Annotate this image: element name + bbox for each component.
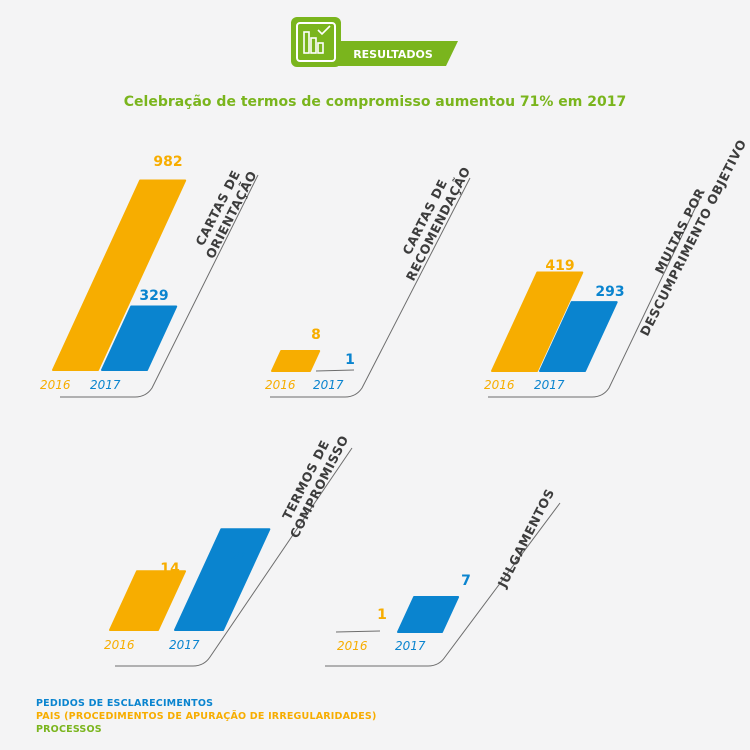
panel-frame-line (60, 174, 259, 398)
chart-panel-4: 14 2016 24 2017 TERMOS DECOMPROMISSO (104, 426, 353, 667)
value-label-2016: 14 (160, 561, 180, 577)
value-label-2016: 419 (545, 258, 574, 274)
panel-title: CARTAS DEORIENTAÇÃO (189, 161, 260, 261)
year-label-2016: 2016 (337, 639, 368, 653)
chart-panel-3: 419 2016 293 2017 MULTAS PORDESCUMPRIMENTO O… (484, 130, 749, 398)
bar-2017 (101, 305, 178, 371)
bar-2016 (271, 350, 321, 372)
legend-item-pedidos: PEDIDOS DE ESCLARECIMENTOS (36, 698, 214, 709)
bar-2017 (315, 369, 355, 372)
bar-2017 (397, 596, 460, 633)
value-label-2017: 329 (139, 288, 168, 304)
panel-title: JULGAMENTOS (494, 486, 557, 591)
bar-2017 (174, 528, 271, 631)
bar-2016 (109, 570, 187, 631)
value-label-2016: 1 (377, 607, 387, 623)
panel-title-line: JULGAMENTOS (494, 486, 557, 591)
chart-panel-1: 982 2016 329 2017 CARTAS DEORIENTAÇÃO (40, 154, 260, 398)
bar-2017 (539, 301, 618, 372)
year-label-2017: 2017 (534, 378, 565, 392)
chart-panel-5: 1 2016 7 2017 JULGAMENTOS (325, 486, 561, 667)
panel-title: TERMOS DECOMPROMISSO (273, 426, 351, 541)
results-badge: RESULTADOS (291, 17, 458, 67)
panel-title: MULTAS PORDESCUMPRIMENTO OBJETIVO (623, 130, 749, 338)
year-label-2017: 2017 (90, 378, 121, 392)
year-label-2016: 2016 (40, 378, 71, 392)
value-label-2016: 8 (311, 327, 321, 343)
year-label-2017: 2017 (395, 639, 426, 653)
value-label-2017: 293 (595, 284, 624, 300)
panel-frame-line (325, 502, 561, 667)
year-label-2016: 2016 (265, 378, 296, 392)
value-label-2016: 982 (153, 154, 182, 170)
value-label-2017: 1 (345, 352, 355, 368)
badge-label: RESULTADOS (353, 48, 433, 61)
year-label-2016: 2016 (104, 638, 135, 652)
year-label-2017: 2017 (313, 378, 344, 392)
legend: PEDIDOS DE ESCLARECIMENTOS PAIS (PROCEDI… (36, 697, 377, 736)
bar-chart-check-icon (303, 25, 331, 54)
value-label-2017: 24 (230, 549, 250, 565)
bar-2016 (491, 271, 584, 372)
year-label-2017: 2017 (169, 638, 200, 652)
value-label-2017: 7 (461, 573, 471, 589)
headline: Celebração de termos de compromisso aume… (123, 94, 627, 110)
panel-frame-line (488, 197, 701, 398)
panel-title: CARTAS DERECOMENDAÇÃO (389, 157, 473, 283)
panel-title-line: DESCUMPRIMENTO OBJETIVO (637, 137, 750, 338)
year-label-2016: 2016 (484, 378, 515, 392)
bar-2016 (52, 179, 187, 371)
panel-frame-line (115, 447, 353, 667)
panel-frame-line (270, 177, 471, 398)
bar-2016 (335, 630, 381, 633)
legend-item-pais: PAIS (PROCEDIMENTOS DE APURAÇÃO DE IRREG… (36, 711, 377, 722)
legend-item-processos: PROCESSOS (36, 724, 102, 735)
